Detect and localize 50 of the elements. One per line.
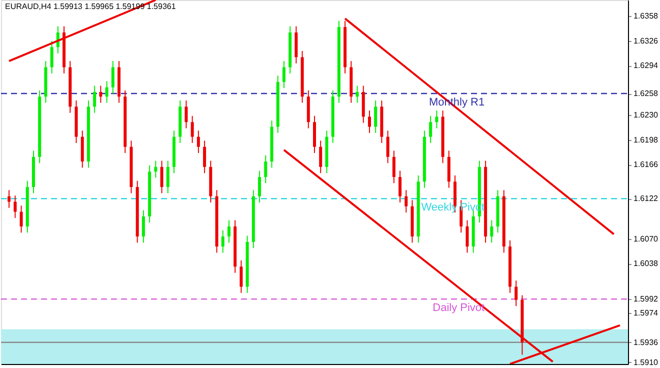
- ref-line-label: Daily Pivot: [432, 302, 485, 314]
- candlestick: [435, 110, 438, 129]
- candlestick: [184, 100, 188, 129]
- candlestick: [111, 60, 114, 94]
- y-tick-label: 1.6038: [634, 259, 659, 268]
- y-tick-label: 1.5992: [634, 294, 659, 304]
- y-tick-label: 1.6358: [634, 12, 659, 21]
- candlestick: [282, 60, 286, 89]
- candlestick: [398, 170, 402, 203]
- candlestick: [14, 195, 17, 218]
- candlestick: [386, 130, 390, 164]
- candlestick: [429, 115, 432, 144]
- candlestick: [154, 160, 158, 178]
- y-tick-label: 1.5974: [634, 308, 659, 318]
- candlestick: [99, 85, 102, 104]
- candlestick: [93, 85, 96, 114]
- candlestick: [105, 80, 108, 104]
- y-tick-label: 1.5936: [634, 338, 659, 347]
- candlestick: [196, 130, 200, 154]
- candlestick: [466, 220, 469, 254]
- candlestick: [368, 110, 371, 134]
- candlestick: [374, 100, 378, 134]
- y-tick-label: 1.6166: [634, 160, 659, 170]
- candlestick: [166, 160, 170, 194]
- candlestick: [240, 260, 243, 294]
- candlestick: [160, 160, 164, 194]
- candlestick: [514, 280, 518, 307]
- y-tick-label: 1.6230: [634, 110, 659, 120]
- candlestick: [404, 190, 408, 214]
- candlestick: [190, 115, 194, 144]
- y-tick-label: 1.6198: [634, 135, 659, 144]
- candlestick: [264, 154, 268, 184]
- y-tick-label: 1.6294: [634, 61, 659, 70]
- candlestick: [8, 190, 11, 208]
- y-tick-label: 1.6326: [634, 36, 659, 46]
- candlestick: [20, 205, 23, 234]
- candlestick: [142, 210, 145, 244]
- y-tick-label: 1.5910: [634, 358, 659, 367]
- candlestick: [356, 85, 359, 104]
- y-tick-label: 1.6122: [634, 194, 659, 204]
- candlestick: [392, 150, 396, 184]
- candlestick: [50, 40, 54, 74]
- candlestick: [227, 220, 230, 244]
- candlestick: [203, 140, 206, 174]
- candlestick: [490, 220, 494, 244]
- candlestick: [258, 170, 262, 203]
- y-tick-label: 1.6070: [634, 234, 659, 244]
- candlestick: [221, 230, 224, 254]
- candlestick: [319, 140, 322, 174]
- y-tick-label: 1.6258: [634, 89, 659, 98]
